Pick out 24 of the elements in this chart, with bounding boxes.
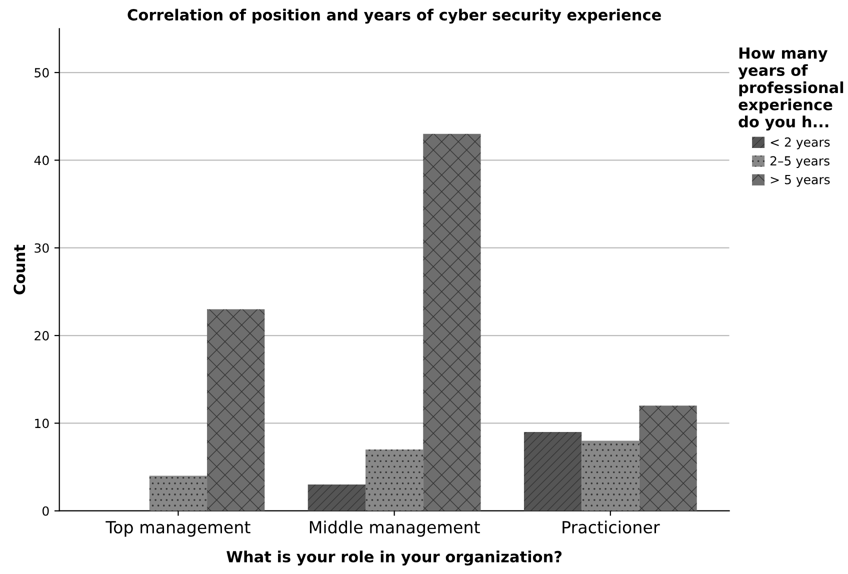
bar <box>308 484 366 511</box>
y-axis-title: Count <box>14 244 26 294</box>
x-tick-label: Middle management <box>310 520 480 537</box>
y-tick-label: 0 <box>42 506 49 516</box>
y-tick-label: 40 <box>34 156 49 166</box>
bar <box>423 134 481 511</box>
bar <box>149 476 208 511</box>
bar <box>207 309 265 511</box>
x-axis-title: What is your role in your organization? <box>226 550 562 566</box>
y-tick-label: 50 <box>34 68 49 78</box>
y-tick-label: 30 <box>34 243 49 253</box>
chart-title: Correlation of position and years of cyber security experience <box>128 8 661 24</box>
legend-title: How many years of professional experience do you h... <box>738 47 844 131</box>
x-tick-label: Practicioner <box>562 520 660 534</box>
bar <box>366 449 424 511</box>
y-tick-label: 10 <box>35 418 49 428</box>
legend-label: < 2 years <box>770 137 830 150</box>
legend-label: > 5 years <box>770 175 830 187</box>
legend-label: 2–5 years <box>770 156 830 168</box>
bar <box>639 406 697 511</box>
bar <box>582 440 640 511</box>
bar <box>524 432 582 511</box>
y-tick-label: 20 <box>34 331 49 340</box>
x-tick-label: Top management <box>106 521 250 537</box>
